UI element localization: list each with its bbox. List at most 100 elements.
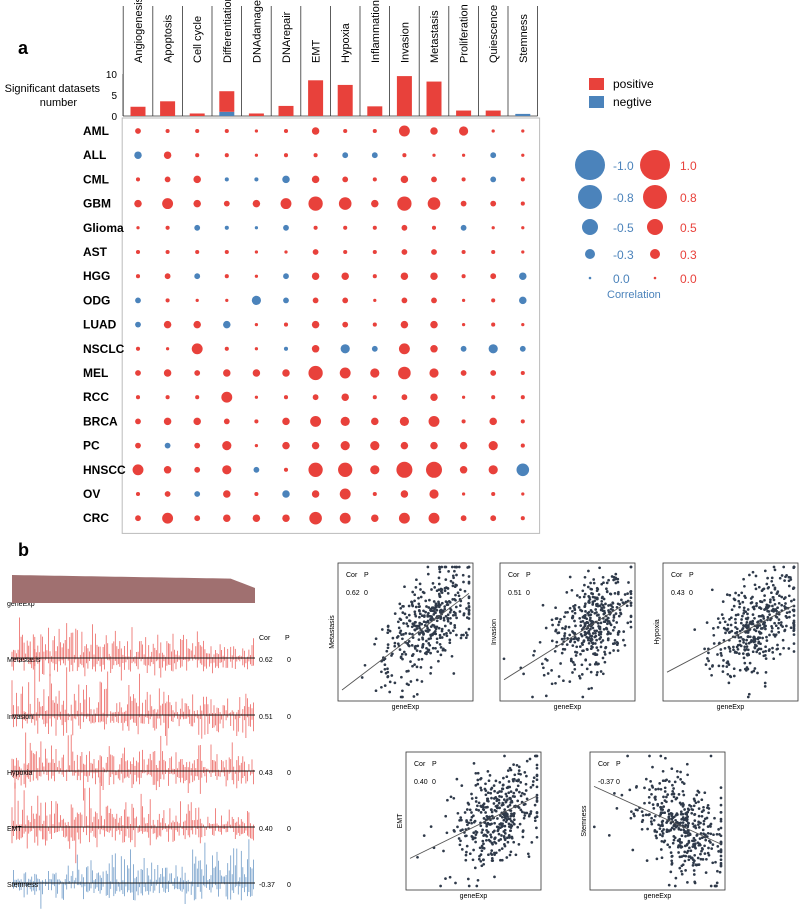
bubble-odg-hypoxia [342,297,349,304]
scatter-point [440,601,444,605]
scatter-point [719,858,723,862]
bubble-ov-dnadamage [254,491,259,497]
scatter-point [506,815,509,818]
scatter-point [409,680,413,683]
scatter-point [452,576,455,580]
column-label-quiescence: Quiescence [488,5,500,63]
scatter-point [438,570,442,574]
scatter-point [425,605,428,608]
scatter-point [509,809,513,812]
legend-swatch-negative [589,96,604,108]
scatter-point [579,652,582,656]
scatter-point [755,644,758,648]
scatter-point [585,667,589,671]
scatter-point [435,589,439,593]
bubble-ast-differentiation [224,249,229,255]
bubble-all-metastasis [432,153,436,157]
scatter-point [497,798,501,802]
scatter-point [681,805,685,808]
scatter-point [612,578,615,582]
scatter-point [425,646,428,650]
row-label-gbm: GBM [83,197,111,211]
scatter-point [490,796,493,800]
scatter-point [441,648,445,652]
bubble-glioma-apoptosis [165,225,170,230]
scatter-point [584,610,587,613]
row-label-ast: AST [83,245,108,259]
scatter-point [399,606,403,610]
scatter-point [685,762,689,766]
size-legend-neg-4 [588,276,592,280]
scatter-point [489,808,493,812]
scatter-point [607,604,610,607]
scatter-point [697,823,700,826]
scatter-point [768,600,772,604]
scatter-point [727,631,731,634]
scatter-point [510,824,514,828]
scatter-point [578,674,581,678]
scatter-point [472,762,476,765]
scatter-point [691,858,695,862]
scatter-point [613,592,617,595]
scatter-point [503,808,507,811]
bubble-all-angiogenesis [134,151,142,159]
scatter-point [593,635,597,639]
scatter-point [441,609,445,613]
scatter-point [789,626,793,630]
scatter-point [528,757,532,761]
bubble-rcc-invasion [401,394,408,401]
scatter-p-value: 0 [616,779,620,786]
scatter-point [682,854,686,858]
scatter-point [599,630,603,634]
scatter-point [763,621,767,624]
scatter-point [665,821,668,824]
scatter-point [501,787,505,791]
row-label-mel: MEL [83,366,108,380]
bubble-cml-apoptosis [164,176,171,183]
scatter-point [507,833,511,837]
scatter-point [693,628,697,631]
scatter-point [502,657,506,661]
scatter-point [656,802,660,806]
scatter-point [671,816,675,820]
scatter-point [484,793,488,797]
bubble-luad-quiescence [491,322,496,327]
scatter-point [761,650,765,654]
scatter-point [532,653,535,657]
scatter-point [403,585,406,589]
scatter-point [535,778,539,782]
scatter-point [711,861,715,865]
scatter-point [599,670,603,673]
scatter-point [718,870,722,874]
scatter-point [661,769,665,773]
scatter-point [473,866,477,870]
scatter-point [777,618,781,621]
scatter-point [598,626,601,630]
scatter-point [772,633,776,636]
scatter-point [727,645,731,649]
scatter-point [730,608,734,612]
bubble-aml-differentiation [224,128,229,134]
scatter-point [422,591,426,595]
scatter-point [764,657,768,660]
scatter-point [413,610,417,614]
scatter-point [500,795,503,799]
scatter-point [709,884,713,888]
scatter-point [578,645,582,648]
scatter-point [395,636,399,639]
scatter-point [459,829,463,832]
bubble-hgg-dnarepair [283,273,289,280]
bar-positive-apoptosis [160,101,176,116]
scatter-point [618,608,622,612]
scatter-point [503,838,507,842]
scatter-point [486,797,490,801]
scatter-point [603,653,607,656]
scatter-point [781,625,784,628]
scatter-point [670,855,674,858]
scatter-point [741,600,745,604]
bubble-hnscc-cell-cycle [194,466,201,473]
scatter-point [445,631,448,635]
scatter-point [682,828,686,832]
bubble-brca-emt [310,415,322,427]
scatter-point [672,787,675,790]
